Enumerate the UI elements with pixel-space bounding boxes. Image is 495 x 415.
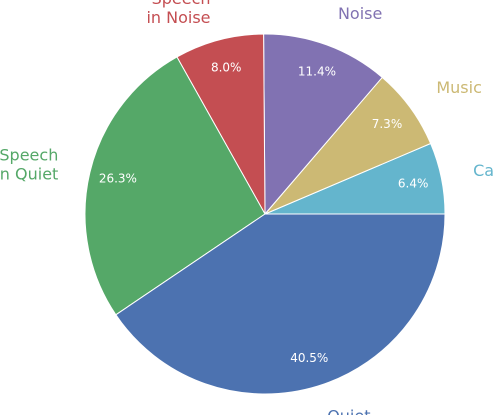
pie-slice bbox=[176, 33, 266, 215]
slice-label: Car bbox=[473, 161, 495, 180]
value-label: 11.4% bbox=[298, 64, 336, 78]
pie-slice bbox=[84, 56, 266, 316]
value-label: 26.3% bbox=[99, 172, 137, 186]
slice-label: Noise bbox=[338, 4, 382, 23]
value-label: 40.5% bbox=[290, 351, 328, 365]
slice-label: Quiet bbox=[327, 407, 370, 415]
value-label: 7.3% bbox=[372, 117, 403, 131]
value-label: 8.0% bbox=[211, 60, 242, 74]
pie-slice bbox=[263, 33, 383, 216]
pie-slice bbox=[115, 213, 446, 395]
slice-label: Music bbox=[436, 78, 482, 97]
slice-label: Speech in Quiet bbox=[0, 145, 58, 183]
value-label: 6.4% bbox=[398, 176, 429, 190]
